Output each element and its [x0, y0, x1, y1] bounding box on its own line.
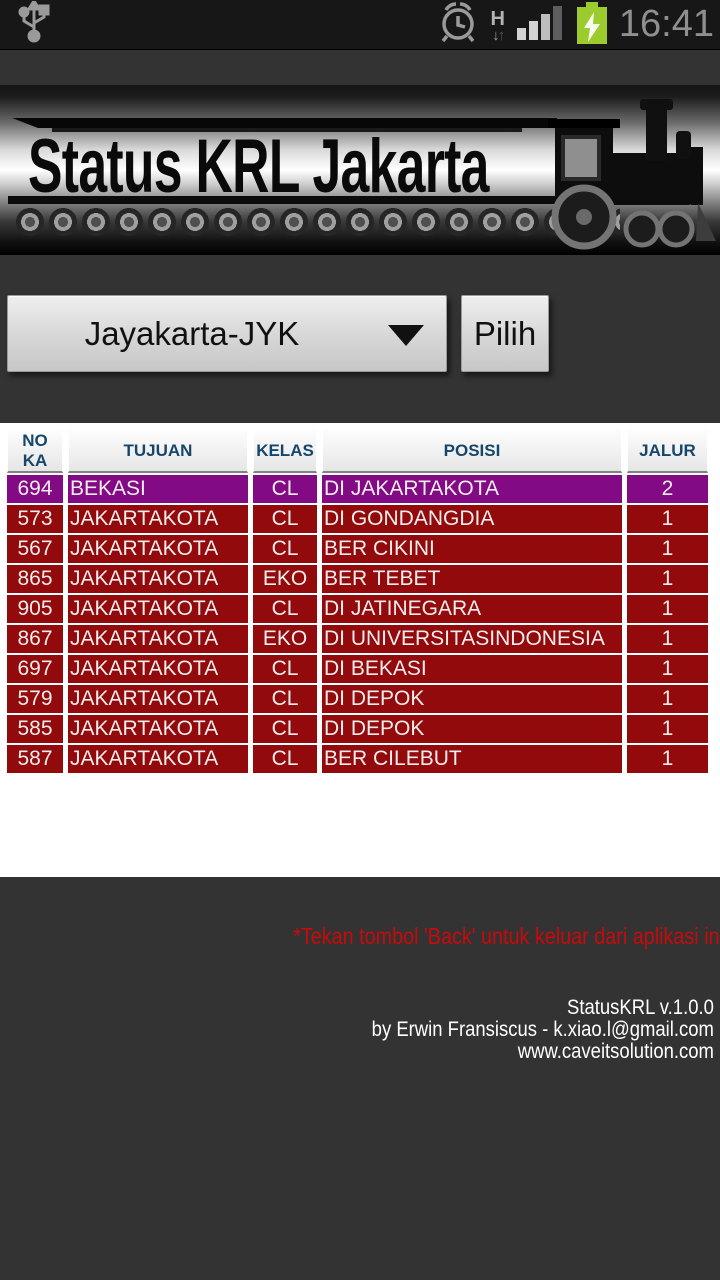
train-roof-bar	[12, 118, 557, 128]
cell-posisi: DI JATINEGARA	[322, 595, 622, 624]
battery-charging-icon	[575, 1, 609, 48]
cell-posisi: DI GONDANGDIA	[322, 505, 622, 534]
cell-jalur: 1	[627, 745, 708, 774]
cell-posisi: DI UNIVERSITASINDONESIA	[322, 625, 622, 654]
cell-tujuan: JAKARTAKOTA	[68, 565, 248, 594]
cell-noka: 573	[7, 505, 63, 534]
cell-tujuan: JAKARTAKOTA	[68, 535, 248, 564]
controls-bar: Jayakarta-JYK Pilih	[0, 255, 720, 423]
cell-kelas: CL	[253, 535, 317, 564]
cell-posisi: BER TEBET	[322, 565, 622, 594]
table-row: 905 JAKARTAKOTA CL DI JATINEGARA 1	[7, 595, 708, 624]
cell-noka: 567	[7, 535, 63, 564]
cell-noka: 905	[7, 595, 63, 624]
cell-kelas: EKO	[253, 565, 317, 594]
cell-jalur: 1	[627, 535, 708, 564]
hspa-network-icon: H ↓↑	[490, 7, 505, 44]
table-row: 585 JAKARTAKOTA CL DI DEPOK 1	[7, 715, 708, 744]
train-status-table: NO KA TUJUAN KELAS POSISI JALUR 694 BEKA…	[2, 427, 713, 775]
cell-kelas: CL	[253, 595, 317, 624]
status-bar: H ↓↑ 16:41	[0, 0, 720, 50]
train-frame-bar	[8, 196, 632, 204]
cell-jalur: 1	[627, 685, 708, 714]
cell-jalur: 1	[627, 565, 708, 594]
col-header-jalur: JALUR	[627, 429, 708, 474]
locomotive-icon	[546, 93, 718, 255]
cell-noka: 694	[7, 475, 63, 504]
table-header-row: NO KA TUJUAN KELAS POSISI JALUR	[7, 429, 708, 474]
col-header-noka: NO KA	[7, 429, 63, 474]
cell-jalur: 1	[627, 625, 708, 654]
cell-noka: 697	[7, 655, 63, 684]
website-link: www.caveitsolution.com	[517, 1040, 714, 1063]
cell-jalur: 2	[627, 475, 708, 504]
cell-noka: 867	[7, 625, 63, 654]
cell-kelas: CL	[253, 505, 317, 534]
cell-jalur: 1	[627, 655, 708, 684]
cell-kelas: CL	[253, 715, 317, 744]
cell-noka: 587	[7, 745, 63, 774]
app-background-strip	[0, 50, 720, 85]
cell-tujuan: JAKARTAKOTA	[68, 745, 248, 774]
pilih-button[interactable]: Pilih	[461, 295, 549, 372]
cell-posisi: DI DEPOK	[322, 685, 622, 714]
cell-noka: 865	[7, 565, 63, 594]
back-instruction: *Tekan tombol 'Back' untuk keluar dari a…	[293, 923, 720, 949]
cell-kelas: CL	[253, 745, 317, 774]
author-line: by Erwin Fransiscus - k.xiao.l@gmail.com	[371, 1018, 714, 1041]
clock-time: 16:41	[618, 3, 714, 45]
app-version: StatusKRL v.1.0.0	[567, 996, 714, 1019]
cell-noka: 579	[7, 685, 63, 714]
table-row: 567 JAKARTAKOTA CL BER CIKINI 1	[7, 535, 708, 564]
col-header-kelas: KELAS	[253, 429, 317, 474]
cell-posisi: DI DEPOK	[322, 715, 622, 744]
cell-noka: 585	[7, 715, 63, 744]
cell-tujuan: JAKARTAKOTA	[68, 625, 248, 654]
cell-posisi: BER CILEBUT	[322, 745, 622, 774]
cell-tujuan: JAKARTAKOTA	[68, 685, 248, 714]
cell-posisi: DI BEKASI	[322, 655, 622, 684]
chevron-down-icon	[388, 324, 424, 346]
col-header-posisi: POSISI	[322, 429, 622, 474]
table-row: 694 BEKASI CL DI JAKARTAKOTA 2	[7, 475, 708, 504]
credits: StatusKRL v.1.0.0 by Erwin Fransiscus - …	[372, 997, 714, 1063]
app-banner: Status KRL Jakarta	[0, 85, 720, 255]
cell-tujuan: BEKASI	[68, 475, 248, 504]
cell-kelas: CL	[253, 655, 317, 684]
table-row: 865 JAKARTAKOTA EKO BER TEBET 1	[7, 565, 708, 594]
cell-jalur: 1	[627, 505, 708, 534]
cell-kelas: CL	[253, 475, 317, 504]
cell-kelas: CL	[253, 685, 317, 714]
banner-title: Status KRL Jakarta	[28, 124, 489, 209]
cell-jalur: 1	[627, 715, 708, 744]
table-row: 587 JAKARTAKOTA CL BER CILEBUT 1	[7, 745, 708, 774]
cell-tujuan: JAKARTAKOTA	[68, 505, 248, 534]
col-header-tujuan: TUJUAN	[68, 429, 248, 474]
cell-tujuan: JAKARTAKOTA	[68, 655, 248, 684]
train-wheels	[14, 204, 620, 241]
table-row: 697 JAKARTAKOTA CL DI BEKASI 1	[7, 655, 708, 684]
cell-posisi: DI JAKARTAKOTA	[322, 475, 622, 504]
cell-tujuan: JAKARTAKOTA	[68, 595, 248, 624]
train-roof-bar-shadow	[52, 128, 522, 132]
spinner-selected-value: Jayakarta-JYK	[84, 314, 300, 352]
table-row: 867 JAKARTAKOTA EKO DI UNIVERSITASINDONE…	[7, 625, 708, 654]
cell-tujuan: JAKARTAKOTA	[68, 715, 248, 744]
table-row: 573 JAKARTAKOTA CL DI GONDANGDIA 1	[7, 505, 708, 534]
cell-kelas: EKO	[253, 625, 317, 654]
footer: *Tekan tombol 'Back' untuk keluar dari a…	[0, 877, 720, 1280]
station-spinner[interactable]: Jayakarta-JYK	[7, 295, 447, 372]
usb-icon	[18, 0, 50, 48]
alarm-icon	[436, 0, 480, 50]
signal-strength-icon	[515, 4, 565, 45]
cell-jalur: 1	[627, 595, 708, 624]
table-area: NO KA TUJUAN KELAS POSISI JALUR 694 BEKA…	[0, 423, 720, 877]
table-row: 579 JAKARTAKOTA CL DI DEPOK 1	[7, 685, 708, 714]
cell-posisi: BER CIKINI	[322, 535, 622, 564]
